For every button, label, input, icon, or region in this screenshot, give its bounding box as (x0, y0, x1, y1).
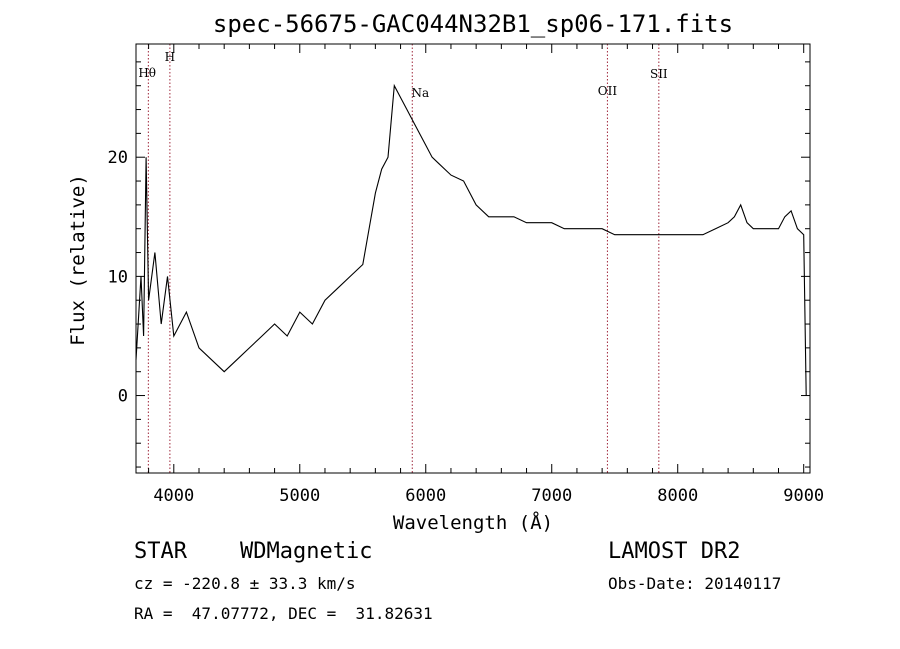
y-tick-label-2: 20 (108, 148, 128, 168)
x-tick-label-2: 6000 (405, 486, 446, 506)
x-tick-label-5: 9000 (783, 486, 824, 506)
spectral-line-markers: Hθ H Na OII SII (138, 44, 668, 473)
y-axis-label: Flux (relative) (67, 174, 89, 346)
spectral-line-label-4: SII (650, 67, 668, 81)
x-tick-label-1: 5000 (279, 486, 320, 506)
object-class: STAR (134, 539, 187, 564)
sky-coordinates: RA = 47.07772, DEC = 31.82631 (134, 604, 433, 623)
y-tick-label-0: 0 (118, 387, 128, 407)
x-axis-label: Wavelength (Å) (393, 511, 553, 534)
object-subclass: WDMagnetic (240, 539, 373, 564)
spectral-line-label-3: OII (598, 84, 618, 98)
spectral-line-label-1: H (165, 50, 175, 64)
spectrum-line (135, 83, 807, 396)
y-tick-label-1: 10 (108, 267, 128, 287)
redshift-velocity: cz = -220.8 ± 33.3 km/s (134, 574, 356, 593)
chart-title: spec-56675-GAC044N32B1_sp06-171.fits (213, 10, 733, 38)
survey-name: LAMOST DR2 (608, 539, 741, 564)
spectral-line-label-2: Na (411, 86, 429, 100)
plot-frame (135, 43, 811, 474)
x-tick-label-0: 4000 (153, 486, 194, 506)
x-axis-ticks: 4000 5000 6000 7000 8000 9000 (148, 44, 824, 506)
y-axis-ticks: 0 10 20 (108, 61, 810, 468)
observation-date: Obs-Date: 20140117 (608, 574, 782, 593)
x-tick-label-4: 8000 (657, 486, 698, 506)
spectral-line-label-0: Hθ (138, 66, 156, 80)
x-tick-label-3: 7000 (531, 486, 572, 506)
